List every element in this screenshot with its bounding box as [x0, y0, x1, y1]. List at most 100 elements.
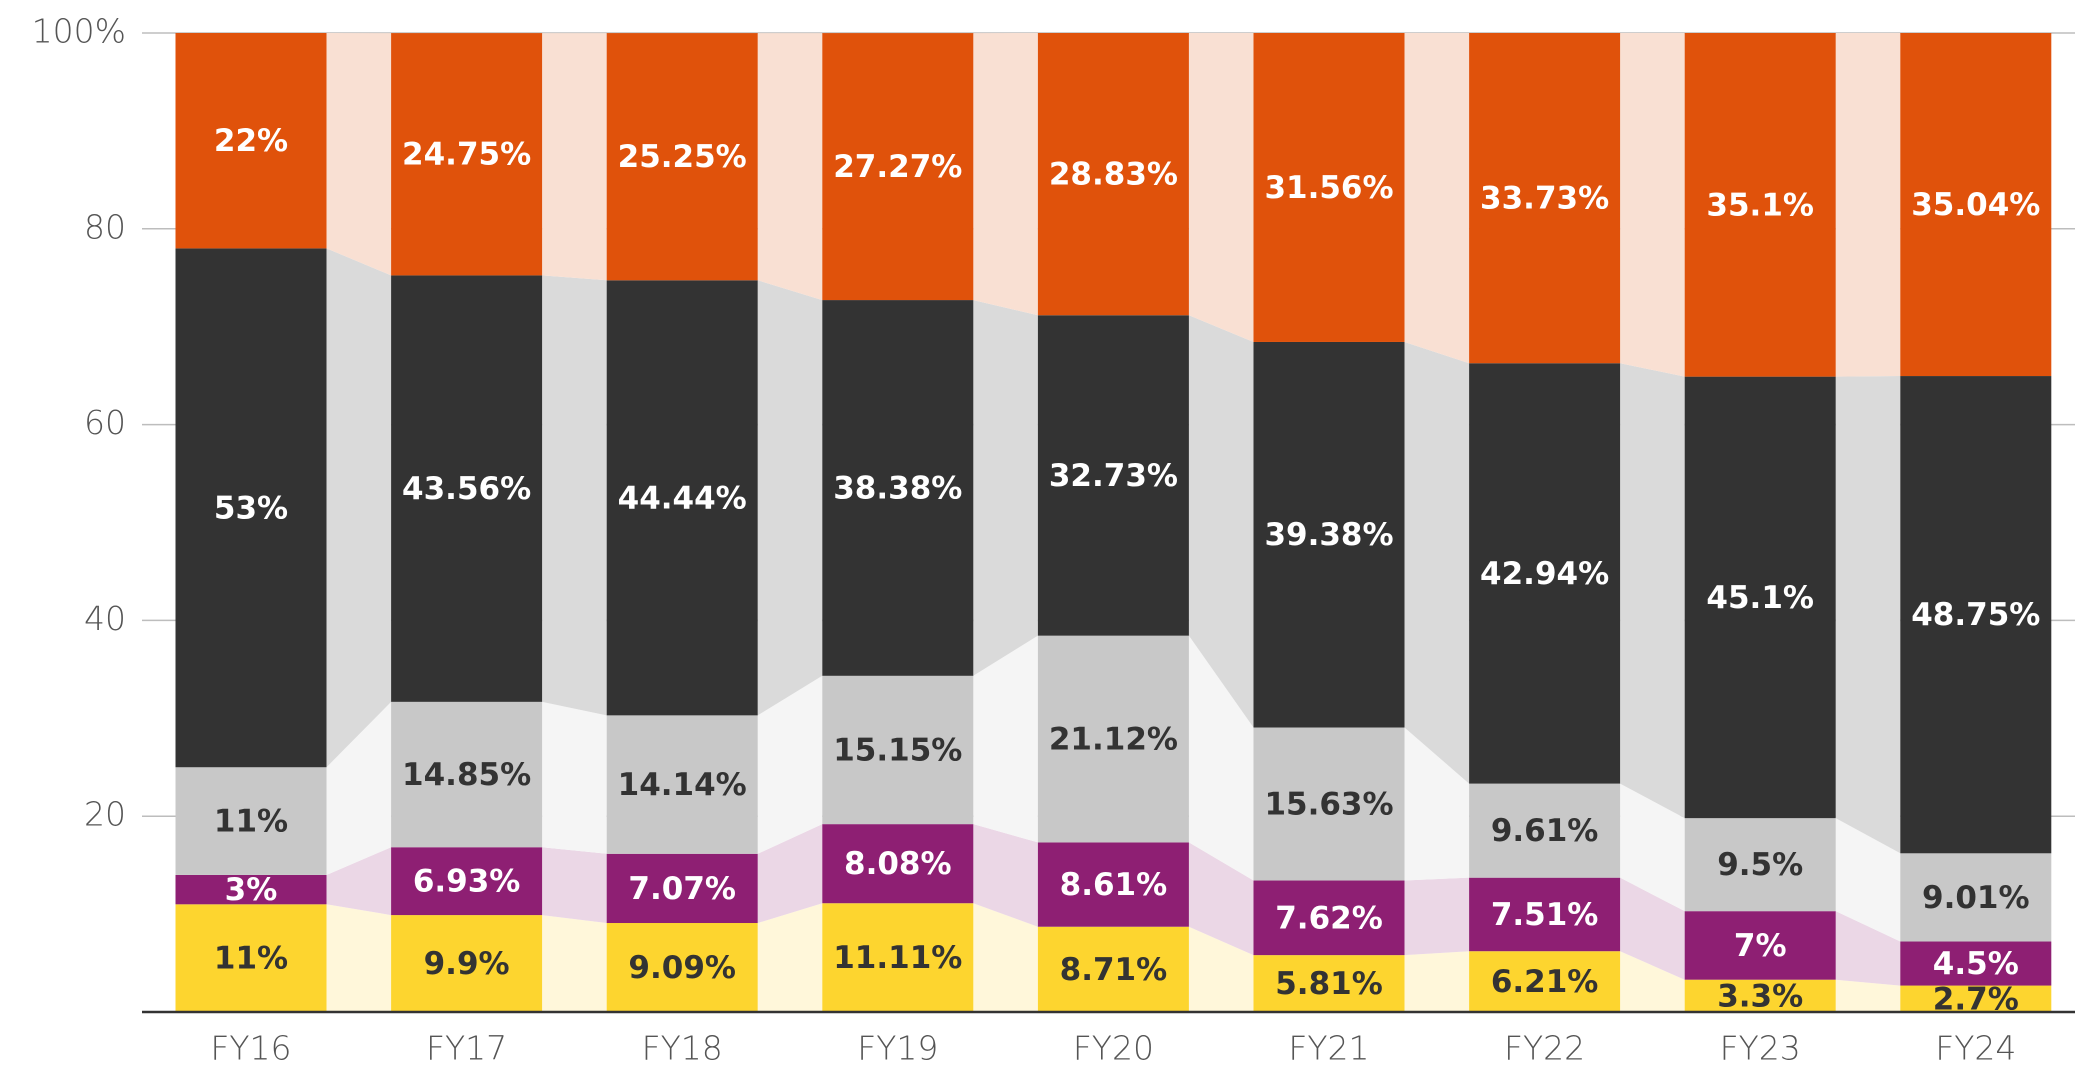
value-label: 11%: [214, 804, 288, 840]
value-label: 11.11%: [833, 940, 962, 976]
bar-segment: [1469, 877, 1621, 952]
value-label: 44.44%: [618, 480, 747, 516]
value-label: 9.09%: [628, 950, 736, 986]
flow-band: [1188, 315, 1254, 728]
value-label: 25.25%: [618, 139, 747, 175]
value-label: 7.07%: [628, 871, 736, 907]
flow-band: [973, 33, 1038, 316]
bar-segment: [391, 915, 543, 1012]
bar-segment: [1900, 941, 2052, 986]
flow-band: [1835, 979, 1901, 1012]
value-label: 3.3%: [1717, 978, 1803, 1014]
flow-band: [757, 280, 823, 716]
flow-band: [973, 903, 1038, 1012]
value-label: 48.75%: [1911, 597, 2040, 633]
bar-segment: [606, 715, 758, 854]
flow-band: [1188, 926, 1254, 1012]
flow-band: [326, 33, 392, 276]
bar-segment: [391, 847, 543, 916]
x-tick-label: FY23: [1720, 1029, 1801, 1066]
bar-segment: [391, 33, 543, 276]
flow-band: [1188, 635, 1254, 881]
flow-band: [326, 904, 392, 1012]
bar-segment: [1037, 315, 1189, 636]
bar-segment: [1253, 33, 1405, 342]
flow-band: [757, 675, 823, 854]
flow-band: [1188, 33, 1254, 342]
flow-band: [1620, 877, 1685, 980]
value-label: 35.1%: [1706, 187, 1814, 223]
x-tick-label: FY21: [1288, 1029, 1369, 1066]
value-label: 42.94%: [1480, 556, 1609, 592]
bar-segment: [1253, 727, 1405, 881]
bar-segment: [1037, 842, 1189, 927]
bar-segment: [822, 675, 974, 825]
flow-band: [326, 701, 392, 875]
bar-segment: [1684, 979, 1836, 1012]
value-label: 15.63%: [1264, 787, 1393, 823]
bar-segment: [1684, 911, 1836, 980]
value-label: 24.75%: [402, 137, 531, 173]
value-label: 9.5%: [1717, 847, 1803, 883]
value-label: 8.61%: [1060, 867, 1168, 903]
x-tick-label: FY18: [642, 1029, 723, 1066]
bar-segment: [175, 874, 327, 905]
value-label: 39.38%: [1264, 517, 1393, 553]
bar-segment: [1900, 985, 2052, 1012]
value-label: 14.85%: [402, 757, 531, 793]
flow-band: [1404, 877, 1470, 956]
bar-segment: [175, 33, 327, 249]
flow-band: [542, 33, 607, 281]
bar-segment: [1900, 853, 2052, 942]
value-label: 7%: [1734, 928, 1787, 964]
bar-segment: [1684, 818, 1836, 912]
y-tick-label: 80: [84, 207, 126, 246]
flow-band: [1404, 341, 1470, 784]
bar-segment: [1469, 363, 1621, 784]
flow-band: [1620, 33, 1685, 377]
flow-band: [542, 701, 607, 854]
value-label: 9.9%: [424, 946, 510, 982]
value-label: 7.62%: [1275, 900, 1383, 936]
value-label: 27.27%: [833, 149, 962, 185]
bar-segment: [1253, 955, 1405, 1012]
bar-segment: [1684, 376, 1836, 819]
flow-band: [973, 300, 1038, 676]
x-tick-label: FY24: [1935, 1029, 2016, 1066]
flow-band: [1835, 818, 1901, 942]
value-label: 5.81%: [1275, 966, 1383, 1002]
y-tick-label: 60: [84, 403, 126, 442]
flow-band: [542, 915, 607, 1012]
flow-band: [1620, 363, 1685, 819]
value-label: 31.56%: [1264, 170, 1393, 206]
value-label: 6.93%: [413, 864, 521, 900]
flow-band: [757, 33, 823, 301]
value-label: 8.71%: [1060, 952, 1168, 988]
x-tick-label: FY17: [426, 1029, 507, 1066]
x-tick-label: FY20: [1073, 1029, 1154, 1066]
value-label: 11%: [214, 941, 288, 977]
value-label: 28.83%: [1049, 157, 1178, 193]
flow-band: [1835, 911, 1901, 986]
flow-band: [1404, 727, 1470, 881]
bar-segment: [1900, 33, 2052, 377]
value-label: 43.56%: [402, 471, 531, 507]
x-tick-label: FY16: [210, 1029, 291, 1066]
value-label: 45.1%: [1706, 580, 1814, 616]
bar-segment: [391, 275, 543, 702]
x-tick-label: FY19: [857, 1029, 938, 1066]
bar-segment: [606, 853, 758, 924]
flow-band: [1620, 783, 1685, 912]
bar-segment: [606, 923, 758, 1012]
bar-segment: [606, 280, 758, 716]
bar-segment: [1037, 926, 1189, 1012]
bar-segment: [1684, 33, 1836, 377]
bar-segment: [822, 300, 974, 676]
bar-segment: [1253, 341, 1405, 728]
bar-segment: [1900, 376, 2052, 854]
flow-band: [326, 847, 392, 916]
bar-segment: [1253, 880, 1405, 956]
flow-band: [973, 635, 1038, 843]
value-label: 33.73%: [1480, 181, 1609, 217]
